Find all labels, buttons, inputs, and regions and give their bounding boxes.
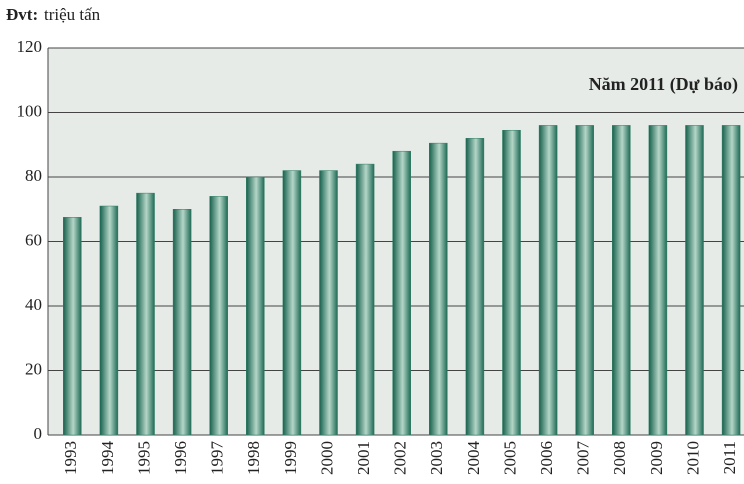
x-tick-label: 1993 (61, 441, 80, 475)
x-tick-label: 1998 (244, 441, 263, 475)
x-tick-label: 1999 (281, 441, 300, 475)
bar (685, 125, 704, 436)
x-tick-label: 2010 (683, 441, 702, 475)
x-tick-label: 2007 (574, 441, 593, 476)
bar (721, 125, 741, 436)
x-tick-label: 2011 (720, 441, 739, 474)
x-tick-label: 2004 (464, 441, 483, 476)
x-tick-label: 1997 (208, 441, 227, 476)
y-tick-label: 120 (17, 37, 43, 56)
x-tick-label: 2002 (391, 441, 410, 475)
y-tick-label: 100 (17, 101, 43, 120)
bar (648, 125, 668, 436)
bar (465, 138, 485, 436)
x-tick-label: 2000 (317, 441, 336, 475)
x-tick-label: 2001 (354, 441, 373, 475)
x-tick-label: 1994 (98, 441, 117, 476)
bar (246, 176, 265, 436)
bar (502, 129, 521, 436)
x-tick-label: 1996 (171, 441, 190, 475)
bar (429, 142, 448, 436)
unit: triệu tấn (44, 5, 101, 24)
bar (538, 125, 558, 436)
y-tick-label: 20 (25, 359, 42, 378)
bar (136, 192, 155, 436)
x-tick-label: 2008 (610, 441, 629, 475)
bar (612, 125, 631, 436)
bar (355, 163, 375, 436)
y-tick-label: 60 (25, 230, 42, 249)
bar (63, 217, 82, 436)
x-tick-label: 1995 (134, 441, 153, 475)
y-tick-label: 40 (25, 295, 42, 314)
x-tick-label: 2009 (647, 441, 666, 475)
bar (209, 196, 228, 436)
bar (392, 150, 411, 436)
bar (172, 209, 192, 436)
x-tick-label: 2005 (500, 441, 519, 475)
annotation: Năm 2011 (Dự báo) (589, 74, 738, 95)
x-tick-label: 2003 (427, 441, 446, 475)
y-tick-label: 80 (25, 166, 42, 185)
unit-label: Đvt: (6, 5, 38, 24)
bar (575, 125, 594, 436)
bar (99, 205, 119, 436)
x-tick-label: 2006 (537, 441, 556, 475)
bar (319, 170, 338, 436)
y-tick-label: 0 (34, 424, 43, 443)
bar (282, 170, 302, 436)
